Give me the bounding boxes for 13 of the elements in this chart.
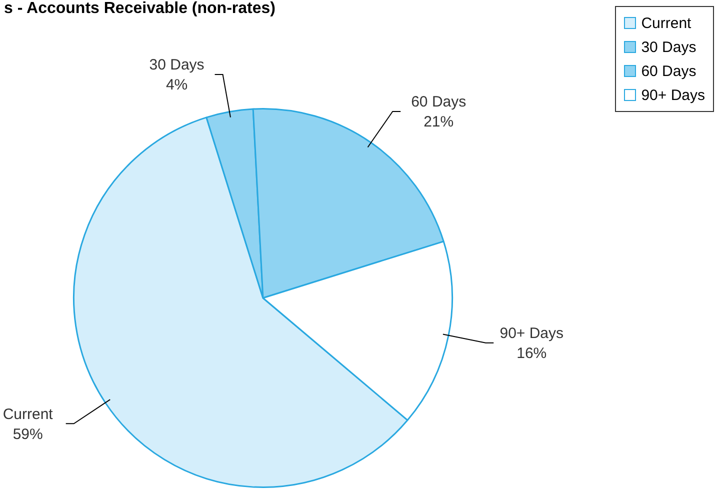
chart-title: s - Accounts Receivable (non-rates) (4, 0, 276, 18)
legend-label: 30 Days (640, 38, 698, 58)
legend-label: Current (640, 14, 692, 34)
slice-label: Current (2, 406, 54, 423)
legend-label: 60 Days (640, 62, 698, 82)
legend-label: 90+ Days (640, 86, 705, 106)
data-label: 4% (166, 76, 188, 94)
data-label: 16% (516, 345, 547, 362)
data-label: 59% (12, 426, 43, 443)
data-label: 21% (424, 114, 454, 131)
slice-label: 60 Days (411, 94, 466, 111)
slice-label: 90+ Days (500, 325, 564, 342)
slice-label: 30 Days (149, 56, 204, 74)
